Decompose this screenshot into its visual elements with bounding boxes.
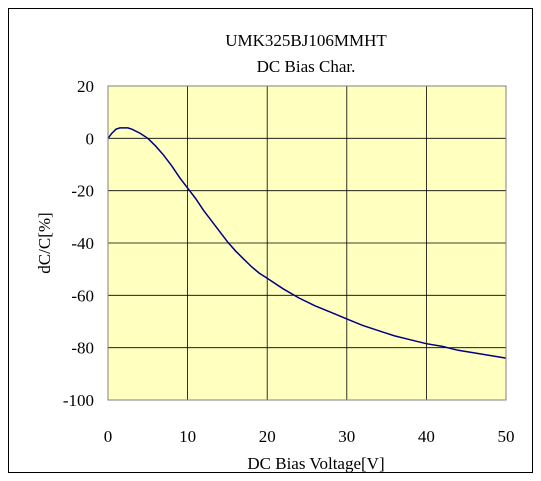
y-tick-label: -100 [63,391,94,410]
x-tick-label: 30 [338,427,355,446]
y-tick-label: -40 [71,234,94,253]
y-tick-label: -20 [71,182,94,201]
x-axis-label: DC Bias Voltage[V] [247,454,384,473]
grid [108,86,506,400]
x-tick-label: 0 [104,427,113,446]
chart-subtitle: DC Bias Char. [257,57,356,76]
series-line [107,127,507,359]
chart-title: UMK325BJ106MMHT [225,31,387,50]
y-axis-label: dC/C[%] [35,212,54,273]
y-tick-label: 0 [86,129,95,148]
plot-border [107,85,507,401]
y-tick-label: -60 [71,286,94,305]
tick-labels: 0 10 20 30 40 50 20 0 -20 -40 -60 -80 -100 [63,77,515,446]
y-tick-label: -80 [71,339,94,358]
x-tick-label: 10 [179,427,196,446]
y-tick-label: 20 [77,77,94,96]
x-tick-label: 50 [498,427,515,446]
x-tick-label: 20 [259,427,276,446]
x-tick-label: 40 [418,427,435,446]
